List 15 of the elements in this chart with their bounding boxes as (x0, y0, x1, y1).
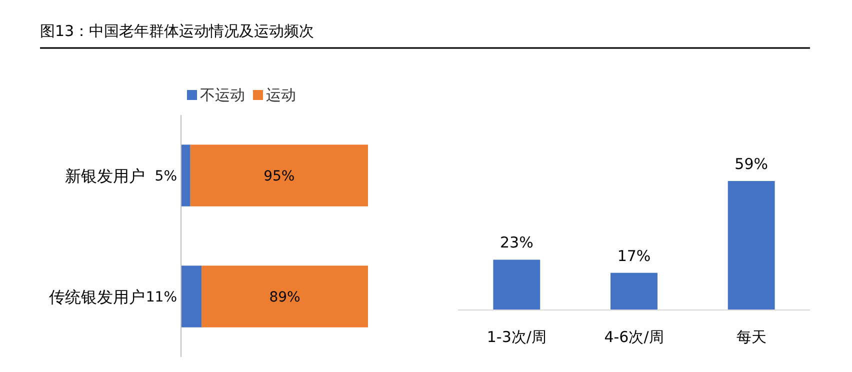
data-label: 59% (734, 155, 768, 173)
data-label: 11% (146, 290, 177, 306)
data-label: 17% (617, 246, 651, 265)
x-tick-label: 每天 (736, 328, 766, 346)
data-label: 23% (500, 234, 534, 252)
chart-title: 图13：中国老年群体运动情况及运动频次 (40, 22, 314, 40)
x-tick-label: 4-6次/周 (604, 328, 664, 346)
y-tick-label: 新银发用户 (65, 166, 145, 186)
legend-label: 不运动 (200, 86, 245, 104)
data-label: 95% (264, 168, 295, 184)
data-label: 89% (269, 290, 300, 306)
y-tick-label: 传统银发用户 (49, 288, 145, 306)
x-tick-label: 1-3次/周 (486, 328, 546, 346)
data-label: 5% (154, 168, 177, 184)
legend-label: 运动 (266, 86, 296, 104)
